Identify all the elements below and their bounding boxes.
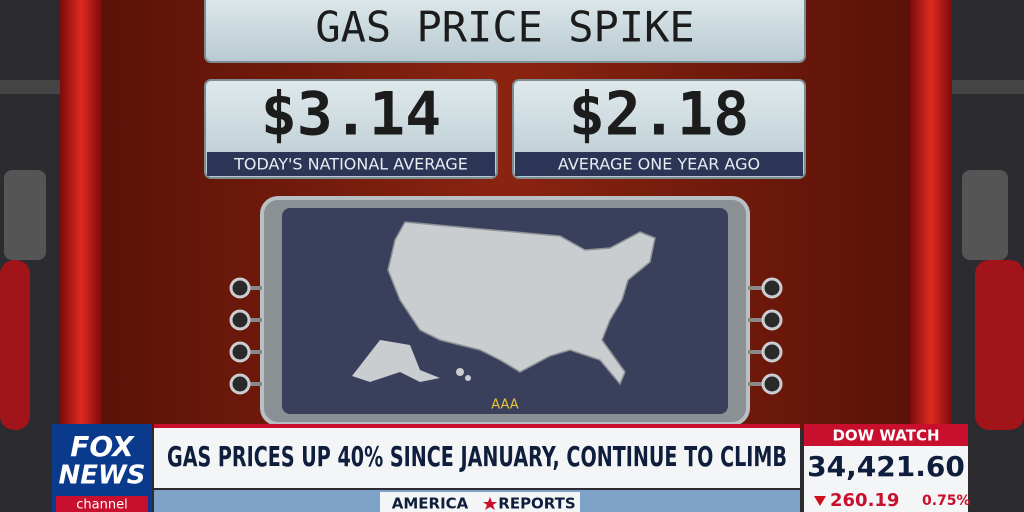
map-screen: AAA xyxy=(229,196,783,426)
star xyxy=(483,497,497,510)
ticker-label: DOW WATCH xyxy=(832,427,939,445)
ticker-percent: 0.75% xyxy=(922,493,971,509)
logo-text: FOX xyxy=(70,430,135,463)
price-box: $3.14 TODAY'S NATIONAL AVERAGE xyxy=(204,79,498,179)
ticker: DOW WATCH 34,421.60 260.19 0.75% xyxy=(804,424,971,512)
headline-bar: GAS PRICES UP 40% SINCE JANUARY, CONTINU… xyxy=(154,424,800,512)
logo-text: channel xyxy=(76,498,127,512)
price-box: $2.18 AVERAGE ONE YEAR AGO xyxy=(512,79,806,179)
price-value: $2.18 xyxy=(569,80,750,150)
show-name: AMERICA xyxy=(392,495,469,512)
fox-logo: FOX NEWS channel xyxy=(52,424,152,512)
graphic-title: GAS PRICE SPIKE xyxy=(315,3,694,52)
alaska xyxy=(352,340,440,382)
down-arrow xyxy=(814,496,826,506)
price-value: $3.14 xyxy=(261,80,442,150)
us-map xyxy=(387,221,656,386)
logo-text: NEWS xyxy=(59,461,146,491)
show-name: REPORTS xyxy=(498,495,575,512)
price-label: TODAY'S NATIONAL AVERAGE xyxy=(233,155,468,174)
price-label: AVERAGE ONE YEAR AGO xyxy=(558,155,760,174)
ticker-change: 260.19 xyxy=(830,490,899,511)
headline: GAS PRICES UP 40% SINCE JANUARY, CONTINU… xyxy=(167,440,787,473)
ticker-value: 34,421.60 xyxy=(807,450,965,483)
source: AAA xyxy=(491,398,519,413)
title-box: GAS PRICE SPIKE xyxy=(204,0,806,63)
